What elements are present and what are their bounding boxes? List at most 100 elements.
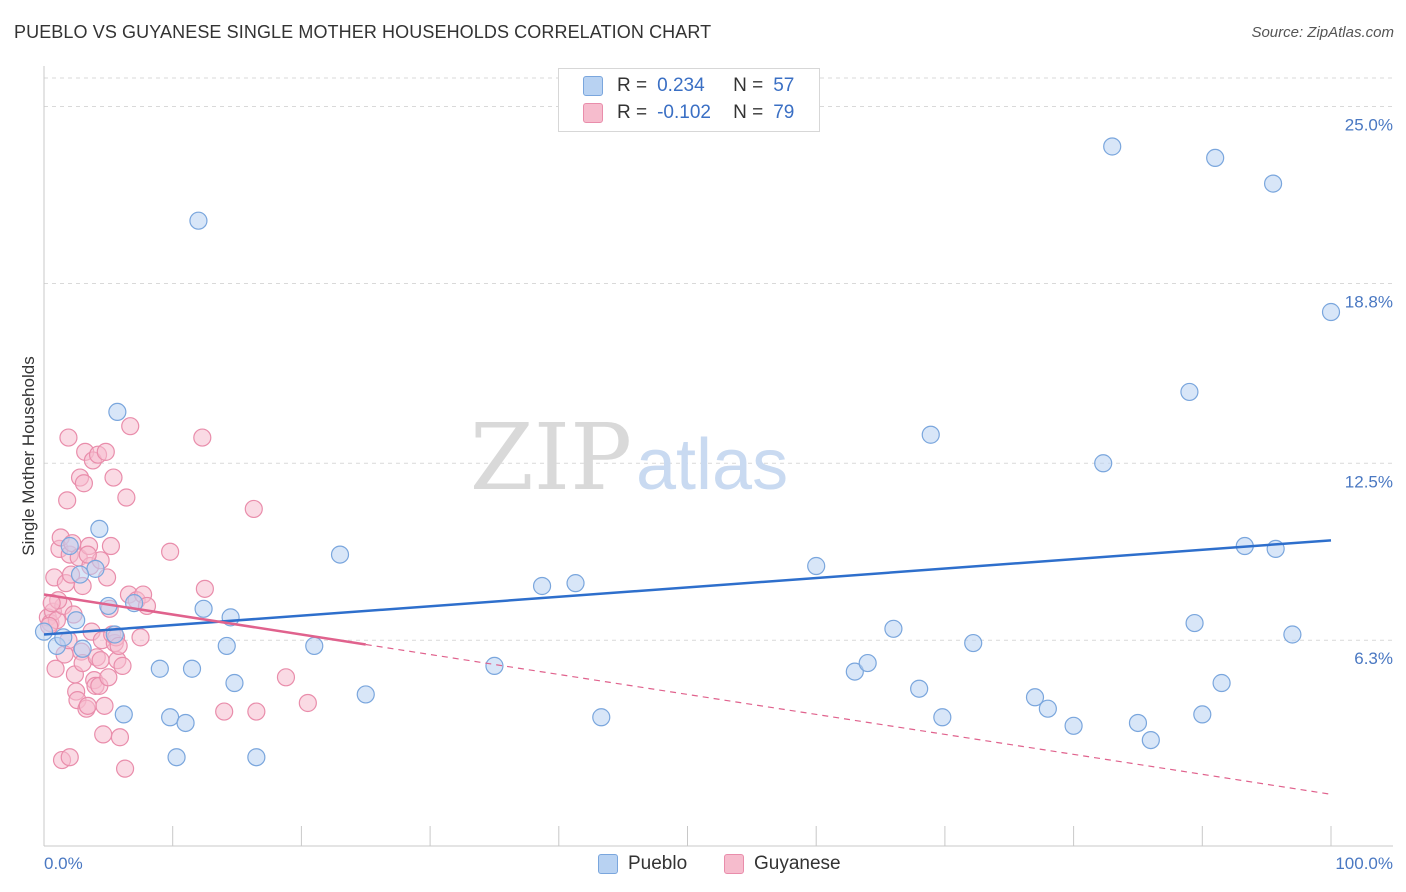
- legend-item-guyanese[interactable]: Guyanese: [724, 852, 841, 876]
- pueblo-point: [60, 536, 79, 556]
- pueblo-point: [1128, 713, 1148, 733]
- guyanese-point: [59, 428, 78, 447]
- pueblo-point: [964, 633, 983, 653]
- pueblo-n-value: 57: [773, 75, 795, 96]
- legend-pueblo-label: Pueblo: [628, 853, 688, 874]
- pueblo-point: [1094, 454, 1113, 473]
- pueblo-point: [566, 574, 585, 593]
- guyanese-point: [91, 651, 110, 670]
- pueblo-point: [247, 748, 266, 767]
- guyanese-point: [46, 659, 65, 678]
- x-tick-label-max: 100.0%: [1335, 854, 1393, 873]
- pueblo-point: [67, 611, 86, 630]
- guyanese-point: [117, 488, 136, 507]
- pueblo-point: [592, 708, 611, 727]
- guyanese-point: [161, 542, 180, 561]
- pueblo-point: [910, 679, 929, 698]
- grid-layer: [44, 77, 1393, 641]
- pueblo-point: [1263, 174, 1283, 193]
- trend-layer: [43, 539, 1332, 795]
- guyanese-point: [215, 702, 234, 721]
- guyanese-point: [121, 417, 140, 436]
- x-tick-label-min: 0.0%: [44, 854, 83, 873]
- guyanese-n-value: 79: [773, 102, 795, 123]
- pueblo-n-label: N =: [733, 75, 764, 96]
- guyanese-point: [195, 579, 214, 598]
- guyanese-point: [104, 468, 123, 487]
- pueblo-point: [532, 576, 552, 596]
- stats-legend-row-guyanese: R = -0.102 N = 79: [583, 101, 794, 125]
- guyanese-swatch: [583, 103, 603, 123]
- guyanese-point: [60, 748, 79, 767]
- pueblo-point: [150, 659, 169, 678]
- guyanese-point: [58, 491, 77, 510]
- pueblo-point: [189, 211, 208, 230]
- guyanese-point: [193, 428, 212, 447]
- pueblo-point: [70, 565, 90, 584]
- guyanese-point: [78, 545, 97, 564]
- pueblo-point: [921, 425, 940, 444]
- pueblo-point: [108, 402, 127, 421]
- points-layer: [34, 137, 1341, 778]
- stats-legend-row-pueblo: R = 0.234 N = 57: [583, 74, 794, 98]
- pueblo-point: [933, 708, 952, 727]
- pueblo-point: [86, 559, 105, 578]
- pueblo-point: [807, 556, 826, 576]
- guyanese-point: [99, 668, 118, 687]
- pueblo-point: [194, 599, 213, 618]
- pueblo-point: [167, 748, 186, 767]
- pueblo-point: [1193, 705, 1212, 724]
- pueblo-point: [225, 673, 244, 693]
- legend-pueblo-swatch: [598, 854, 618, 874]
- y-axis-label: Single Mother Households: [19, 356, 38, 555]
- guyanese-point: [94, 725, 113, 744]
- pueblo-point: [161, 708, 180, 727]
- pueblo-point: [485, 656, 504, 675]
- guyanese-r-label: R =: [617, 102, 648, 123]
- pueblo-point: [73, 639, 92, 658]
- pueblo-point: [1064, 716, 1083, 735]
- guyanese-point: [96, 442, 115, 461]
- pueblo-trend-line: [43, 539, 1332, 636]
- chart-title: PUEBLO VS GUYANESE SINGLE MOTHER HOUSEHO…: [14, 22, 712, 42]
- guyanese-point: [131, 628, 150, 647]
- guyanese-point: [247, 702, 266, 721]
- watermark-atlas: atlas: [636, 425, 788, 505]
- watermark: ZIP atlas: [470, 404, 788, 511]
- guyanese-trend-line-extension: [365, 643, 1332, 795]
- stats-legend: R = 0.234 N = 57 R = -0.102 N = 79: [558, 68, 820, 132]
- pueblo-point: [858, 653, 877, 673]
- pueblo-point: [114, 705, 133, 724]
- pueblo-point: [305, 636, 324, 656]
- guyanese-point: [101, 536, 121, 556]
- guyanese-n-label: N =: [733, 102, 764, 123]
- guyanese-point: [74, 474, 93, 493]
- guyanese-point: [115, 759, 135, 778]
- guyanese-r-value: -0.102: [657, 102, 711, 123]
- pueblo-point: [1321, 302, 1341, 322]
- guyanese-point: [113, 656, 132, 675]
- pueblo-point: [182, 659, 202, 678]
- pueblo-point: [1025, 688, 1045, 707]
- legend-item-pueblo[interactable]: Pueblo: [598, 852, 687, 876]
- pueblo-swatch: [583, 76, 603, 96]
- pueblo-point: [1283, 625, 1302, 644]
- guyanese-point: [110, 728, 130, 747]
- pueblo-point: [217, 636, 236, 656]
- y-tick-label: 6.3%: [1354, 649, 1393, 668]
- pueblo-point: [1212, 673, 1231, 693]
- axes-layer: 6.3% 12.5% 18.8% 25.0%: [43, 66, 1393, 847]
- pueblo-point: [1180, 382, 1199, 402]
- guyanese-trend-line: [43, 593, 366, 646]
- pueblo-point: [1141, 730, 1160, 750]
- pueblo-point: [1206, 148, 1225, 168]
- guyanese-point: [298, 693, 317, 713]
- y-tick-label: 12.5%: [1345, 472, 1393, 491]
- pueblo-r-value: 0.234: [657, 75, 705, 96]
- guyanese-point: [276, 668, 296, 687]
- pueblo-point: [884, 619, 903, 638]
- legend-guyanese-label: Guyanese: [754, 853, 841, 874]
- pueblo-point: [330, 545, 350, 564]
- legend-guyanese-swatch: [724, 854, 744, 874]
